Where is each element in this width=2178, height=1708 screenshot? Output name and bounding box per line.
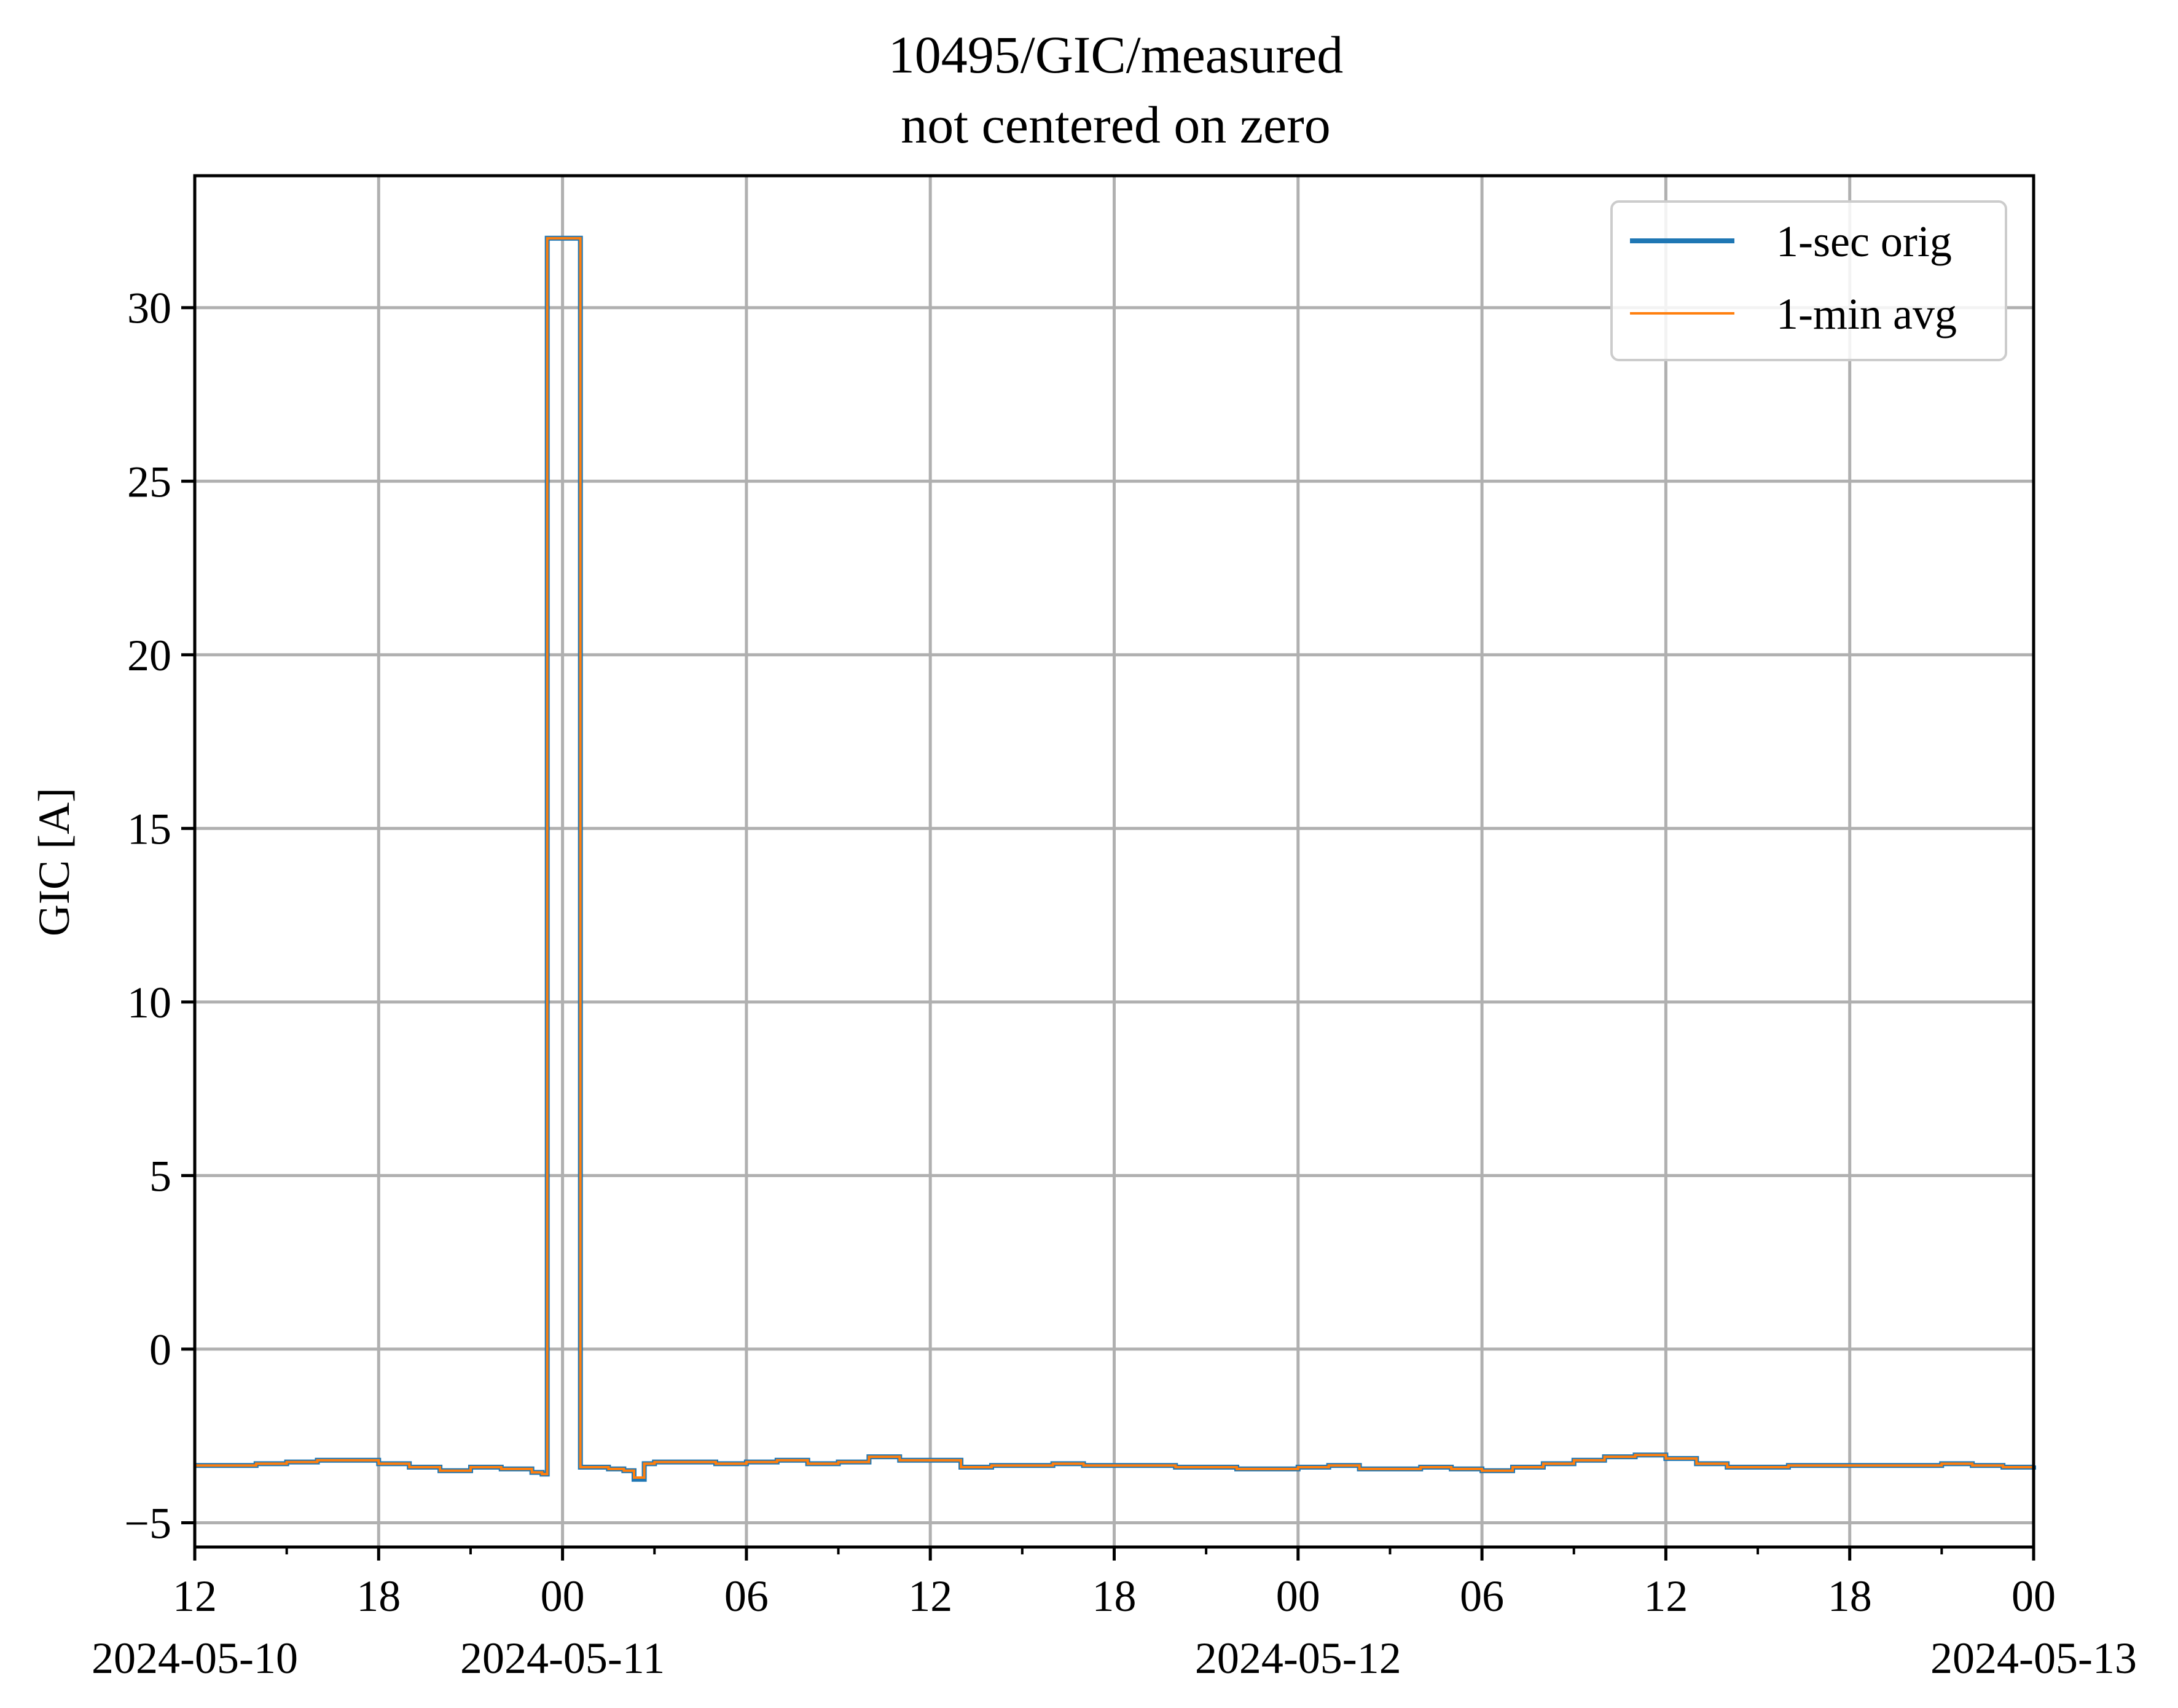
x-tick-label: 00: [541, 1572, 585, 1621]
legend: 1-sec orig 1-min avg: [1610, 200, 2007, 361]
y-tick-label: 30: [127, 284, 171, 333]
x-tick-label: 18: [1092, 1572, 1137, 1621]
y-tick-label: 20: [127, 631, 171, 680]
x-tick-label: 12: [908, 1572, 952, 1621]
x-tick-label: 00: [1276, 1572, 1320, 1621]
x-date-label: 2024-05-10: [92, 1634, 298, 1683]
plot-area: 12 18 00 06 12 18 00 06 12 18 00 2024-05-10 2024-05-…: [92, 174, 2137, 1683]
x-tick-label: 06: [724, 1572, 769, 1621]
y-tick-label: 5: [149, 1151, 171, 1201]
x-tick-label: 12: [173, 1572, 217, 1621]
x-tick-label: 18: [1828, 1572, 1872, 1621]
chart-subtitle: not centered on zero: [901, 95, 1331, 154]
y-tick-label: −5: [124, 1498, 171, 1548]
y-tick-label: 15: [127, 804, 171, 853]
y-tick-label: 0: [149, 1325, 171, 1374]
x-date-label: 2024-05-12: [1195, 1634, 1401, 1683]
y-tick-label: 10: [127, 978, 171, 1027]
legend-label: 1-sec orig: [1776, 217, 1952, 266]
x-tick-label: 06: [1460, 1572, 1504, 1621]
y-axis-label: GIC [A]: [29, 788, 79, 936]
x-tick-label: 12: [1643, 1572, 1688, 1621]
x-date-label: 2024-05-11: [460, 1634, 665, 1683]
y-tick-label: 25: [127, 457, 171, 506]
x-date-label: 2024-05-13: [1930, 1634, 2137, 1683]
x-tick-label: 00: [2012, 1572, 2056, 1621]
x-tick-label: 18: [356, 1572, 401, 1621]
legend-label: 1-min avg: [1776, 289, 1957, 339]
series-line-1-min-avg: [195, 237, 2035, 1479]
chart-title: 10495/GIC/measured: [888, 25, 1343, 84]
